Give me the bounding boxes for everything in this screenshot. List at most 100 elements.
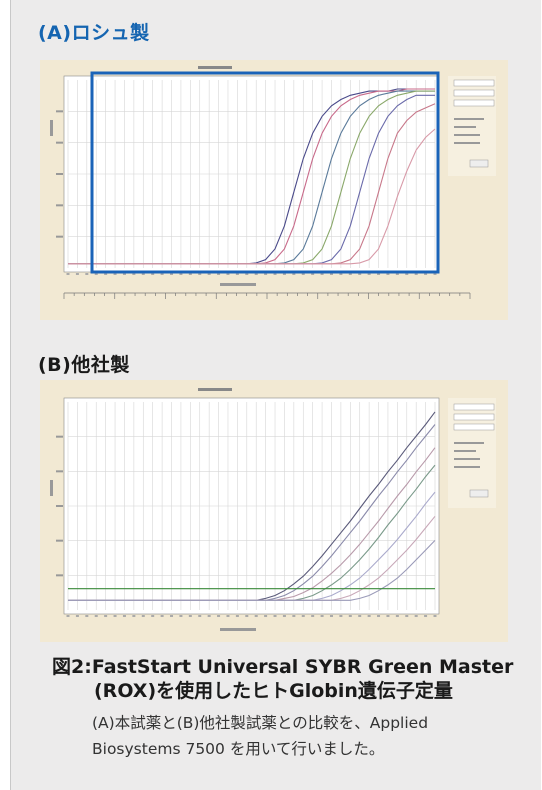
x-tick-label (235, 273, 239, 275)
x-tick-label (226, 273, 230, 275)
x-tick-label (66, 615, 70, 617)
y-tick-label (56, 110, 63, 113)
x-tick-label (151, 273, 155, 275)
x-tick-label (273, 615, 277, 617)
options-text (454, 450, 476, 452)
options-text (454, 134, 480, 136)
figure-caption-title: 図2:FastStart Universal SYBR Green Master… (52, 655, 513, 703)
dropdown-data[interactable] (453, 79, 495, 87)
y-axis-label-glyph (50, 120, 53, 136)
y-tick-label (56, 141, 63, 144)
x-tick-label (188, 273, 192, 275)
series-group (68, 88, 436, 265)
x-tick-label (273, 273, 277, 275)
x-tick-label (245, 615, 249, 617)
x-tick-label (348, 273, 352, 275)
x-tick-label (179, 615, 183, 617)
x-tick-label (282, 615, 286, 617)
x-tick-label (282, 273, 286, 275)
series-group (68, 411, 436, 601)
amplification-chart-a (50, 66, 496, 299)
x-tick-label (113, 615, 117, 617)
x-tick-label (433, 273, 437, 275)
x-tick-label (113, 273, 117, 275)
x-tick-label (395, 273, 399, 275)
x-tick-label (75, 273, 79, 275)
x-tick-label (358, 615, 362, 617)
dropdown-detector[interactable] (453, 89, 495, 97)
options-text (454, 126, 476, 128)
x-tick-label (264, 273, 268, 275)
x-tick-label (264, 615, 268, 617)
x-tick-label (235, 615, 239, 617)
x-axis-label-glyph (220, 628, 256, 631)
y-tick-label (56, 235, 63, 238)
x-tick-label (292, 273, 296, 275)
options-panel (448, 398, 496, 508)
x-tick-label (141, 273, 145, 275)
section-b-label: (B)他社製 (38, 354, 130, 376)
dropdown-data[interactable] (453, 403, 495, 411)
gridlines (56, 402, 437, 617)
x-tick-label (424, 273, 428, 275)
dropdown-detector[interactable] (453, 413, 495, 421)
x-tick-label (320, 615, 324, 617)
x-tick-label (367, 615, 371, 617)
x-tick-label (405, 273, 409, 275)
y-tick-label (56, 435, 63, 438)
figure-description-line1: (A)本試薬と(B)他社製試薬との比較を、Applied (92, 714, 429, 732)
y-tick-label (56, 204, 63, 207)
options-panel (448, 76, 496, 176)
figure-number: 図2: (52, 656, 92, 678)
x-tick-label (433, 615, 437, 617)
dropdown-line-color[interactable] (453, 423, 495, 431)
x-tick-label (207, 615, 211, 617)
x-tick-label (132, 615, 136, 617)
ruler-ticks (63, 293, 471, 299)
gridlines (56, 80, 437, 275)
x-tick-label (226, 615, 230, 617)
x-tick-label (292, 615, 296, 617)
x-tick-label (386, 273, 390, 275)
x-tick-label (132, 273, 136, 275)
x-tick-label (339, 615, 343, 617)
x-tick-label (386, 615, 390, 617)
x-tick-label (424, 615, 428, 617)
x-tick-label (301, 273, 305, 275)
x-axis-label-glyph (220, 283, 256, 286)
highlight-box (90, 71, 440, 274)
x-tick-label (198, 615, 202, 617)
figure-description-line2: Biosystems 7500 を用いて行いました。 (92, 740, 385, 758)
x-tick-label (75, 615, 79, 617)
x-tick-label (160, 273, 164, 275)
x-tick-label (85, 273, 89, 275)
x-tick-label (141, 615, 145, 617)
x-tick-label (339, 273, 343, 275)
amplification-curve (68, 128, 436, 265)
x-tick-label (405, 615, 409, 617)
x-tick-label (414, 273, 418, 275)
x-tick-label (94, 615, 98, 617)
x-tick-label (198, 273, 202, 275)
y-tick-label (56, 470, 63, 473)
apply-button[interactable] (469, 159, 489, 168)
x-tick-label (122, 273, 126, 275)
figure-title-line1: FastStart Universal SYBR Green Master (91, 656, 514, 678)
x-tick-label (217, 273, 221, 275)
amplification-plot-roche (40, 60, 508, 320)
options-text (454, 442, 484, 444)
x-tick-label (329, 273, 333, 275)
x-tick-label (170, 273, 174, 275)
amplification-plot-other (40, 380, 508, 642)
x-tick-label (104, 615, 108, 617)
x-tick-label (179, 273, 183, 275)
y-tick-label (56, 173, 63, 175)
x-tick-label (122, 615, 126, 617)
dropdown-line-color[interactable] (453, 99, 495, 107)
x-tick-label (94, 273, 98, 275)
y-tick-label (56, 505, 63, 507)
x-tick-label (151, 615, 155, 617)
apply-button[interactable] (469, 489, 489, 498)
options-text (454, 142, 480, 144)
